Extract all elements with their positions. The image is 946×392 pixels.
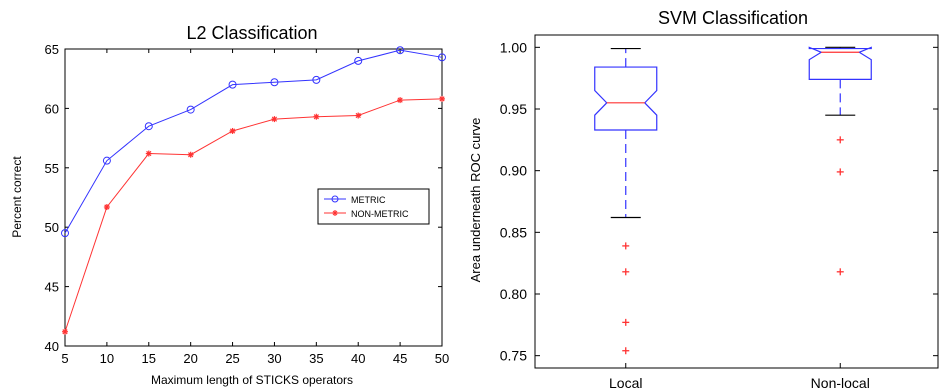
legend-box [317,188,430,225]
svm-x-tick-label: Local [609,375,642,391]
l2-point-nonmetric [355,112,362,119]
l2-x-axis-label: Maximum length of STICKS operators [151,373,353,387]
svm-y-tick-label: 0.95 [500,101,527,117]
svm-outlier [836,268,844,276]
l2-x-tick-label: 45 [393,351,407,366]
l2-y-tick-label: 50 [45,220,59,235]
l2-point-metric [270,78,279,87]
l2-x-tick-label: 35 [309,351,323,366]
svm-box-body [594,66,658,131]
l2-point-nonmetric [103,204,110,211]
l2-x-tick-label: 15 [142,351,156,366]
l2-y-tick-label: 55 [45,161,59,176]
l2-y-tick-label: 65 [45,42,59,57]
l2-point-metric [61,229,69,238]
l2-point-nonmetric [145,150,152,157]
svm-chart-title: SVM Classification [658,8,808,28]
svm-outlier [622,347,630,355]
svm-outlier [622,242,630,250]
l2-point-nonmetric [439,95,445,102]
svm-box-nonlocal [808,46,872,276]
l2-x-tick-label: 10 [100,351,114,366]
svm-box-body [808,46,872,80]
svm-ticks: 0.75 0.80 0.85 0.90 0.95 1.00 Local Non-local [500,39,938,391]
svm-plot-frame [534,34,939,369]
l2-point-metric [354,56,363,65]
l2-point-nonmetric [62,328,68,335]
l2-point-nonmetric [397,97,404,104]
legend-nonmetric-marker-icon [332,210,338,216]
svm-outlier [836,168,844,176]
l2-point-metric [228,80,237,89]
l2-point-nonmetric [187,151,194,158]
l2-x-tick-label: 5 [61,351,68,366]
svm-outlier [622,318,630,326]
l2-point-nonmetric [313,113,320,120]
l2-point-metric [144,122,153,131]
l2-x-tick-label: 20 [183,351,197,366]
l2-y-axis-label: Percent correct [10,156,24,238]
svm-y-tick-label: 0.80 [500,286,527,302]
l2-legend: METRIC NON-METRIC [317,188,430,225]
legend-nonmetric-label: NON-METRIC [351,209,409,219]
l2-panel: L2 Classification 5 10 15 20 25 30 35 40 45 50 40 4… [10,23,449,387]
l2-y-tick-label: 45 [45,280,59,295]
svm-y-tick-label: 0.90 [500,163,527,179]
svm-panel: SVM Classification 0.75 0.80 0.85 0.90 0.95 1… [468,8,939,391]
l2-point-metric [312,75,321,84]
svm-boxes [594,46,872,355]
legend-metric-label: METRIC [351,195,386,205]
l2-series-line-metric [64,49,443,234]
l2-point-metric [396,46,405,55]
l2-x-tick-label: 50 [435,351,449,366]
l2-x-tick-label: 40 [351,351,365,366]
l2-point-metric [438,53,446,62]
l2-chart-title: L2 Classification [186,23,317,43]
svm-y-tick-label: 0.75 [500,348,527,364]
legend-metric-marker-icon [331,195,339,203]
l2-point-metric [102,156,111,165]
svm-x-tick-label: Non-local [811,375,870,391]
l2-y-tick-label: 40 [45,339,59,354]
svm-outlier [836,136,844,144]
l2-y-tick-label: 60 [45,101,59,116]
svm-box-local [594,47,658,355]
svm-y-tick-label: 0.85 [500,224,527,240]
l2-x-tick-label: 25 [225,351,239,366]
l2-x-tick-label: 30 [267,351,281,366]
l2-ticks: 5 10 15 20 25 30 35 40 45 50 40 45 50 55 60 65 [45,42,450,366]
svm-y-tick-label: 1.00 [500,39,527,55]
l2-point-nonmetric [229,127,236,134]
svm-outlier [622,268,630,276]
l2-point-nonmetric [271,116,278,123]
l2-point-metric [186,105,195,114]
svm-y-axis-label: Area underneath ROC curve [468,118,483,283]
l2-series [61,46,446,335]
l2-series-line-nonmetric [64,98,443,332]
